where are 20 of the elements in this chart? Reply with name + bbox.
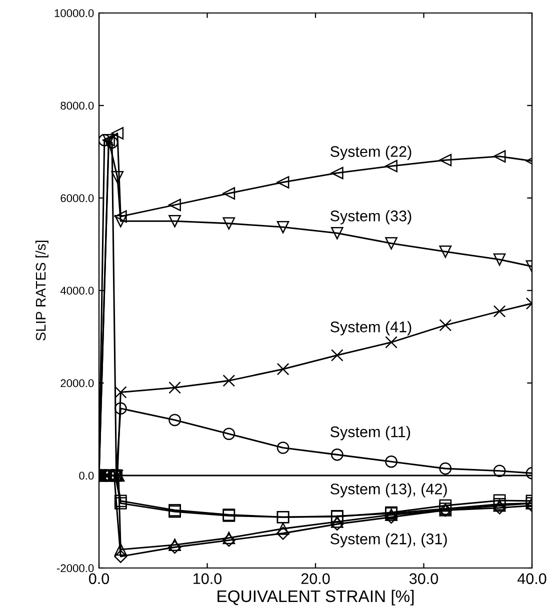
annotation: System (22) — [330, 146, 412, 160]
y-tick-label: 8000.0 — [60, 102, 94, 110]
annotation: System (13), (42) — [330, 483, 447, 498]
x-tick-label: 10.0 — [194, 573, 222, 584]
x-axis-title: EQUIVALENT STRAIN [%] — [218, 590, 414, 606]
y-tick-label: 4000.0 — [60, 286, 94, 295]
y-tick-label: 0.0 — [79, 472, 94, 480]
x-tick-label: 40.0 — [517, 573, 546, 584]
y-axis-title: SLIP RATES [/s] — [35, 240, 48, 341]
x-tick-label: 20.0 — [301, 573, 330, 584]
x-tick-label: 0.0 — [88, 573, 110, 584]
y-tick-label: 2000.0 — [60, 379, 94, 388]
annotation: System (11) — [330, 426, 410, 440]
annotation: System (21), (31) — [330, 533, 447, 548]
x-tick-label: 30.0 — [409, 573, 438, 584]
annotation: System (41) — [330, 321, 412, 336]
annotation: System (33) — [330, 210, 412, 224]
y-tick-label: -2000.0 — [56, 564, 94, 572]
y-tick-label: 10000.0 — [54, 9, 94, 18]
y-tick-label: 6000.0 — [60, 194, 94, 202]
